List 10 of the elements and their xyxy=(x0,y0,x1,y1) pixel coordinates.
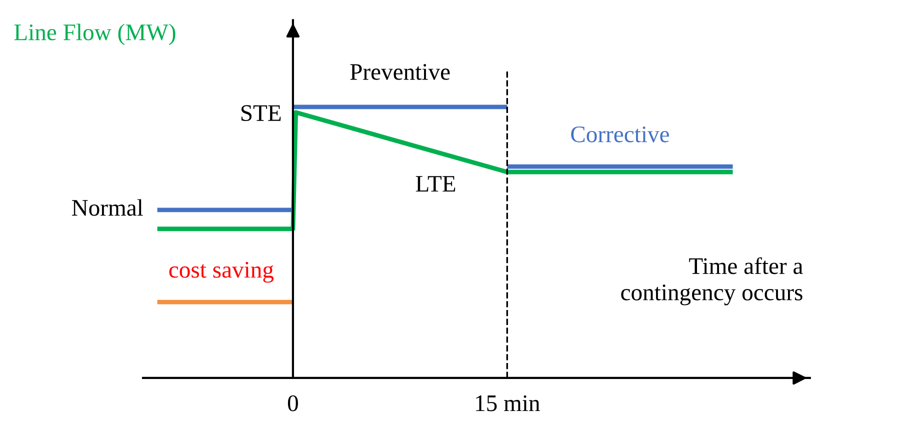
annotation: Normal xyxy=(72,199,143,216)
x-tick-label: 0 xyxy=(288,395,298,412)
series-label: Corrective xyxy=(571,126,669,142)
x-tick-label: 15 min xyxy=(476,395,540,412)
annotation: Preventive xyxy=(350,64,450,80)
annotation: STE xyxy=(241,105,281,122)
x-axis-title: Time after a contingency occurs xyxy=(621,257,803,306)
annotation: cost saving xyxy=(169,262,274,283)
annotation: LTE xyxy=(416,176,456,192)
y-axis-title: Line Flow (MW) xyxy=(14,24,176,46)
